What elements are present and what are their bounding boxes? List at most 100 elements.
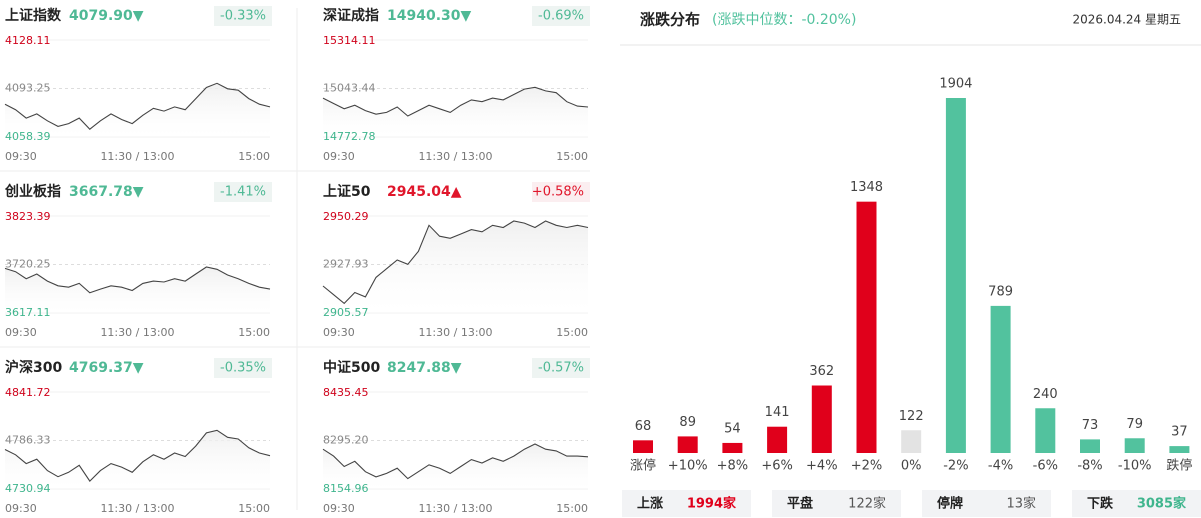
time-label: 11:30 / 13:00	[100, 502, 174, 515]
category-label: -4%	[988, 459, 1013, 474]
bar	[990, 305, 1011, 453]
low-label: 2905.57	[323, 306, 369, 319]
change-box	[214, 6, 272, 26]
value-label: 141	[765, 405, 790, 420]
index-name: 上证指数	[5, 7, 62, 24]
index-change: -0.35%	[220, 361, 266, 376]
bar	[856, 201, 877, 453]
category-label: -2%	[943, 459, 968, 474]
value-label: 789	[988, 284, 1013, 299]
area	[323, 444, 588, 489]
chart-subtitle: (涨跌中位数：-0.20%)	[712, 12, 856, 28]
summary-value: 122家	[848, 496, 886, 512]
bar	[945, 98, 966, 453]
index-change: +0.58%	[532, 185, 584, 200]
bar	[901, 430, 922, 453]
high-label: 8435.45	[323, 386, 369, 399]
time-label: 09:30	[323, 502, 355, 515]
mid-label: 4786.33	[5, 434, 51, 447]
bar	[722, 442, 743, 453]
low-label: 14772.78	[323, 130, 376, 143]
summary-label: 平盘	[787, 496, 813, 512]
value-label: 79	[1126, 417, 1143, 432]
area	[323, 87, 588, 137]
index-value: 4079.90▼	[69, 8, 144, 24]
change-box	[532, 358, 590, 378]
mid-label: 2927.93	[323, 258, 369, 271]
summary-label: 上涨	[637, 497, 663, 512]
value-label: 240	[1033, 387, 1058, 402]
value-label: 362	[809, 364, 834, 379]
value-label: 1904	[939, 77, 972, 92]
bar	[1169, 446, 1190, 453]
time-label: 11:30 / 13:00	[100, 150, 174, 163]
area	[5, 83, 270, 137]
category-label: 涨停	[630, 458, 656, 474]
category-label: -10%	[1118, 459, 1152, 474]
high-label: 4128.11	[5, 34, 51, 47]
category-label: -8%	[1077, 459, 1102, 474]
time-label: 09:30	[5, 150, 37, 163]
value-label: 89	[679, 415, 696, 430]
time-label: 11:30 / 13:00	[418, 150, 492, 163]
category-label: 跌停	[1166, 458, 1192, 474]
low-label: 4730.94	[5, 482, 51, 495]
area	[5, 430, 270, 489]
index-change: -1.41%	[220, 185, 266, 200]
summary-value: 13家	[1006, 496, 1036, 512]
change-box	[214, 358, 272, 378]
summary-box	[1072, 490, 1201, 517]
high-label: 15314.11	[323, 34, 376, 47]
value-label: 37	[1171, 425, 1188, 440]
value-label: 1348	[850, 180, 883, 195]
mid-label: 8295.20	[323, 434, 369, 447]
low-label: 3617.11	[5, 306, 51, 319]
bar	[767, 426, 788, 453]
summary-label: 停牌	[937, 496, 963, 512]
value-label: 68	[635, 419, 652, 434]
index-change: -0.57%	[538, 361, 584, 376]
low-label: 8154.96	[323, 482, 369, 495]
value-label: 73	[1082, 418, 1099, 433]
index-name: 深证成指	[323, 7, 379, 24]
summary-box	[622, 490, 751, 517]
index-value: 3667.78▼	[69, 184, 144, 200]
time-label: 09:30	[323, 150, 355, 163]
index-value: 4769.37▼	[69, 360, 144, 376]
category-label: +8%	[717, 459, 749, 474]
change-box	[214, 182, 272, 202]
category-label: 0%	[901, 459, 922, 474]
high-label: 3823.39	[5, 210, 51, 223]
summary-box	[922, 490, 1051, 517]
time-label: 11:30 / 13:00	[418, 326, 492, 339]
category-label: +6%	[761, 459, 793, 474]
index-value: 2945.04▲	[387, 184, 462, 200]
index-name: 创业板指	[4, 183, 61, 200]
time-label: 09:30	[323, 326, 355, 339]
time-label: 15:00	[238, 502, 270, 515]
high-label: 2950.29	[323, 210, 369, 223]
bar	[1080, 439, 1100, 453]
time-label: 09:30	[5, 326, 37, 339]
time-label: 11:30 / 13:00	[418, 502, 492, 515]
bar	[1124, 438, 1145, 453]
summary-label: 下跌	[1087, 496, 1114, 512]
index-change: -0.33%	[220, 9, 266, 24]
category-label: +2%	[851, 459, 883, 474]
price-line	[4, 82, 271, 130]
time-label: 15:00	[556, 502, 588, 515]
index-change: -0.69%	[538, 9, 584, 24]
mid-label: 3720.25	[5, 258, 51, 271]
mid-label: 15043.44	[323, 82, 376, 95]
index-name: 上证50	[323, 184, 371, 200]
time-label: 15:00	[556, 326, 588, 339]
value-label: 122	[899, 409, 924, 424]
low-label: 4058.39	[5, 130, 51, 143]
bar	[811, 385, 832, 453]
index-value: 14940.30▼	[387, 8, 472, 24]
area	[323, 221, 588, 313]
price-line	[322, 220, 589, 305]
bar	[633, 440, 653, 453]
date: 2026.04.24 星期五	[1072, 13, 1181, 27]
bar	[1035, 408, 1056, 453]
